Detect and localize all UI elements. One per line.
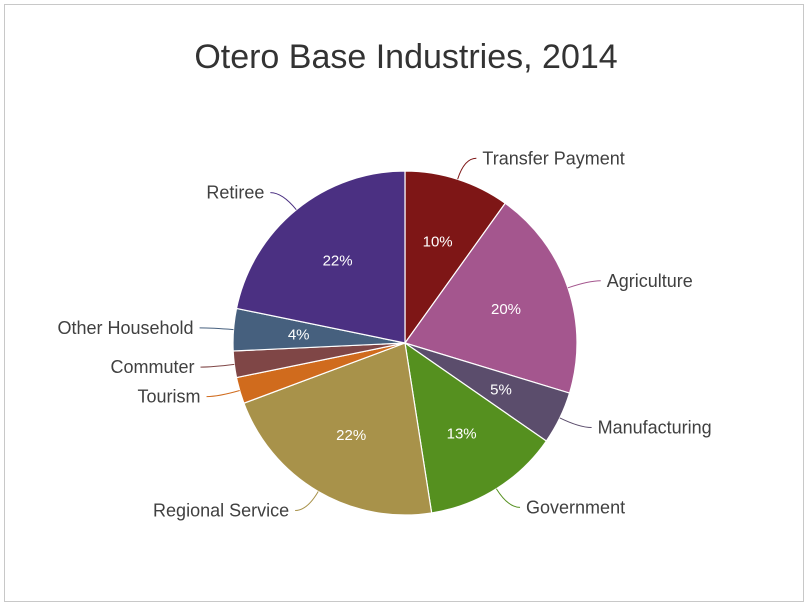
category-label-transfer-payment: Transfer Payment bbox=[482, 148, 624, 168]
leader-line-retiree bbox=[270, 192, 297, 211]
slice-value-label: 4% bbox=[288, 327, 310, 344]
chart-title: Otero Base Industries, 2014 bbox=[194, 38, 618, 76]
leader-line-agriculture bbox=[567, 280, 601, 289]
slice-value-label: 10% bbox=[423, 233, 453, 250]
category-label-tourism: Tourism bbox=[138, 387, 201, 407]
category-label-manufacturing: Manufacturing bbox=[598, 418, 712, 438]
category-label-government: Government bbox=[526, 497, 625, 517]
category-label-retiree: Retiree bbox=[206, 183, 264, 203]
leader-line-regional-service bbox=[295, 491, 319, 512]
leader-line-other-household bbox=[199, 327, 234, 331]
leader-line-commuter bbox=[200, 363, 235, 368]
leader-line-manufacturing bbox=[559, 417, 592, 429]
category-label-commuter: Commuter bbox=[110, 357, 194, 377]
category-label-other-household: Other Household bbox=[57, 318, 193, 338]
slice-value-label: 22% bbox=[323, 252, 353, 269]
pie-slice-transfer-payment bbox=[404, 170, 507, 345]
leader-line-government bbox=[495, 488, 521, 508]
slice-value-label: 22% bbox=[336, 427, 366, 444]
slice-value-label: 13% bbox=[447, 425, 477, 442]
category-label-agriculture: Agriculture bbox=[607, 271, 693, 291]
pie-slice-government bbox=[404, 341, 548, 514]
leader-line-transfer-payment bbox=[457, 157, 477, 180]
pie-slice-agriculture bbox=[404, 202, 578, 394]
slice-value-label: 5% bbox=[490, 381, 512, 398]
slice-value-label: 20% bbox=[491, 301, 521, 318]
leader-line-tourism bbox=[206, 390, 240, 398]
category-label-regional-service: Regional Service bbox=[153, 501, 289, 521]
